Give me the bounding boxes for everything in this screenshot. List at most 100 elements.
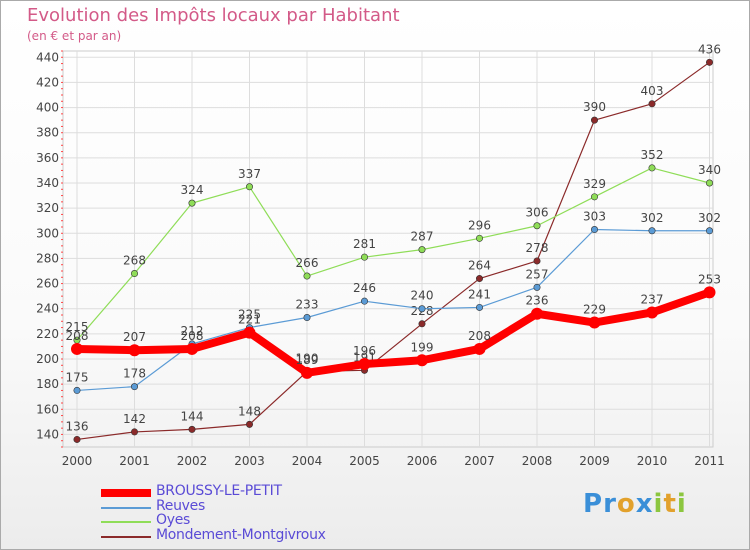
data-point [416, 354, 428, 367]
data-point [590, 226, 598, 234]
series-line [76, 61, 711, 441]
x-tick-label: 2004 [292, 454, 323, 468]
data-label: 303 [583, 210, 606, 224]
data-point [531, 307, 543, 320]
series-line [76, 167, 711, 341]
x-tick-label: 2002 [177, 454, 208, 468]
data-point [648, 100, 656, 108]
data-label: 233 [296, 298, 319, 312]
data-label: 237 [641, 292, 664, 306]
y-tick-label: 240 [36, 302, 59, 316]
data-label: 240 [411, 289, 434, 303]
data-label: 144 [181, 409, 204, 423]
data-point [418, 320, 426, 328]
x-tick-label: 2005 [349, 454, 380, 468]
data-point [188, 425, 196, 433]
data-label: 225 [238, 308, 261, 322]
data-point [246, 183, 254, 191]
data-label: 340 [698, 163, 721, 177]
x-tick-label: 2010 [637, 454, 668, 468]
data-label: 236 [526, 294, 549, 308]
legend-label-broussy: BROUSSY-LE-PETIT [156, 483, 282, 499]
data-label: 178 [123, 367, 146, 381]
data-label: 403 [641, 84, 664, 98]
data-point [418, 246, 426, 254]
data-point [360, 253, 368, 261]
data-point [246, 420, 254, 428]
data-point [73, 435, 81, 443]
data-point [533, 222, 541, 230]
data-label: 136 [66, 419, 89, 433]
data-point [533, 257, 541, 265]
data-point [301, 366, 313, 379]
data-label: 199 [411, 340, 434, 354]
data-point [705, 58, 713, 66]
data-label: 268 [123, 254, 146, 268]
data-label: 253 [698, 272, 721, 286]
data-label: 208 [468, 329, 491, 343]
data-label: 215 [66, 320, 89, 334]
data-point [646, 306, 658, 319]
data-label: 296 [468, 218, 491, 232]
y-tick-label: 320 [36, 201, 59, 215]
data-label: 142 [123, 412, 146, 426]
y-tick-label: 420 [36, 75, 59, 89]
data-point [186, 342, 198, 355]
legend-label-mondement: Mondement-Montgivroux [156, 526, 326, 543]
legend-swatch-bar [101, 506, 151, 509]
x-tick-label: 2011 [694, 454, 725, 468]
y-tick-label: 140 [36, 427, 59, 441]
y-tick-label: 440 [36, 50, 59, 64]
data-label: 281 [353, 237, 376, 251]
legend-swatch-bar [101, 521, 151, 523]
data-point [73, 386, 81, 394]
data-label: 241 [468, 287, 491, 301]
chart-title: Evolution des Impôts locaux par Habitant [27, 5, 400, 26]
x-tick-label: 2001 [119, 454, 150, 468]
data-point [303, 314, 311, 322]
data-label: 212 [181, 324, 204, 338]
data-point [360, 297, 368, 305]
data-point [475, 275, 483, 283]
y-tick-label: 220 [36, 327, 59, 341]
legend-swatch-bar [101, 489, 151, 497]
data-label: 302 [698, 211, 721, 225]
y-tick-label: 280 [36, 251, 59, 265]
legend-swatch-bar [101, 535, 151, 538]
data-point [588, 316, 601, 329]
data-label: 352 [641, 148, 664, 162]
legend-swatch-broussy [101, 489, 151, 497]
data-point [71, 342, 83, 355]
data-label: 196 [353, 344, 376, 358]
data-point [188, 199, 196, 207]
data-label: 246 [353, 281, 376, 295]
data-point [418, 305, 426, 313]
data-label: 302 [641, 211, 664, 225]
y-tick-label: 200 [36, 352, 59, 366]
data-point [590, 193, 598, 201]
data-label: 189 [296, 353, 319, 367]
y-tick-label: 340 [36, 176, 59, 190]
data-label: 287 [411, 230, 434, 244]
y-tick-label: 300 [36, 226, 59, 240]
data-label: 208 [66, 329, 89, 343]
plot-area [62, 50, 714, 448]
data-point [648, 164, 656, 172]
data-label: 436 [698, 42, 721, 56]
data-label: 306 [526, 206, 549, 220]
series-line [73, 288, 714, 377]
data-point [358, 358, 371, 371]
data-label: 221 [238, 313, 261, 327]
y-tick-label: 160 [36, 402, 59, 416]
data-point [473, 342, 486, 355]
x-tick-label: 2009 [579, 454, 610, 468]
data-label: 257 [526, 267, 549, 281]
data-point [475, 234, 483, 242]
chart-subtitle: (en € et par an) [27, 29, 122, 43]
x-tick-label: 2008 [522, 454, 553, 468]
data-label: 324 [181, 183, 204, 197]
y-tick-label: 260 [36, 277, 59, 291]
data-point [128, 344, 141, 357]
